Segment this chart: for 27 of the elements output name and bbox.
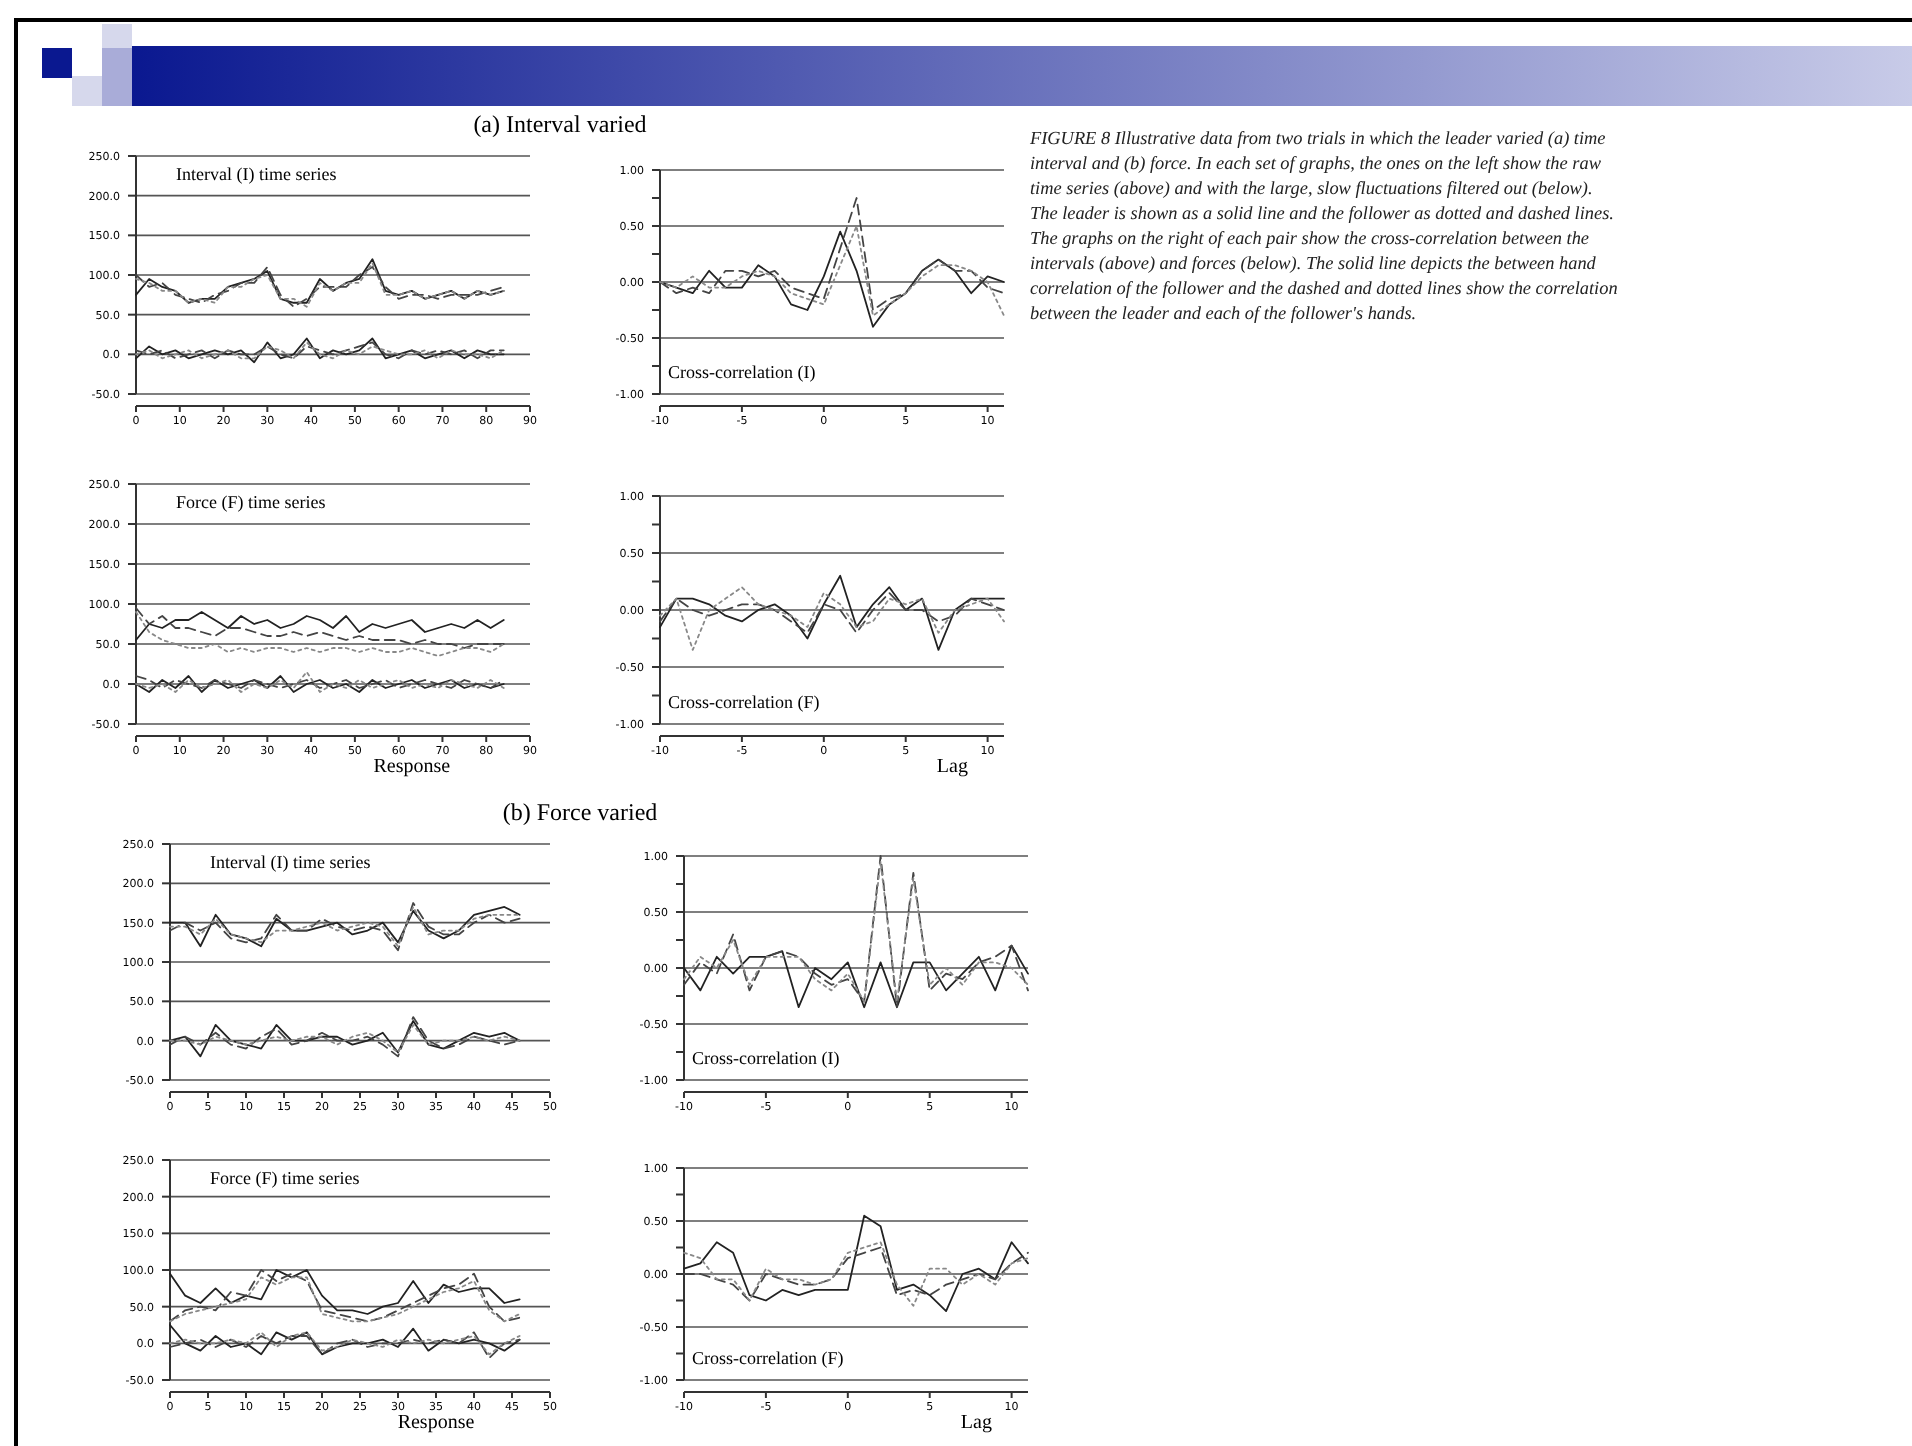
line-series [659, 592, 1005, 634]
line-series [659, 586, 1005, 651]
line-series [659, 230, 1005, 328]
line-series [659, 225, 1005, 317]
x-axis-title: Lag [960, 1412, 992, 1434]
line-series [683, 944, 1029, 1009]
line-series [135, 607, 505, 649]
x-axis-title: Response [373, 756, 452, 778]
annotation: Interval (I) time series [176, 164, 338, 184]
annotation: Cross-correlation (I) [692, 1048, 840, 1068]
line-series [135, 611, 505, 641]
annotation: Cross-correlation (I) [668, 362, 816, 382]
annotation: Force (F) time series [176, 492, 327, 512]
line-series [683, 1214, 1029, 1312]
line-series [659, 574, 1005, 651]
chart-title: (b) Force varied [502, 798, 658, 826]
annotation: Cross-correlation (F) [692, 1348, 844, 1368]
line-series [659, 197, 1005, 311]
line-series [169, 1324, 521, 1356]
chart-title: (a) Interval varied [473, 110, 647, 138]
annotation: Force (F) time series [210, 1168, 361, 1188]
caption: FIGURE 8 Illustrative data from two trials in which the leader varied (a) time interval and (b) force. In each set of graphs, the ones on the left show the raw time series (above) and with the large, slow fluctuations filtered out (below). The leader is shown as a solid line and the follower as dotted and dashed lines. The graphs on the right of each pair show the cross-correlation between the intervals (above) and forces (below). The solid line depicts the between hand correlation of the follower and the dashed and dotted lines show the correlation between the leader and each of the follower's hands. [1028, 128, 1619, 323]
x-axis-title: Response [397, 1412, 476, 1434]
annotation: Interval (I) time series [210, 852, 372, 872]
line-series [135, 611, 505, 657]
annotation: Cross-correlation (F) [668, 692, 820, 712]
x-axis-title: Lag [936, 756, 968, 778]
